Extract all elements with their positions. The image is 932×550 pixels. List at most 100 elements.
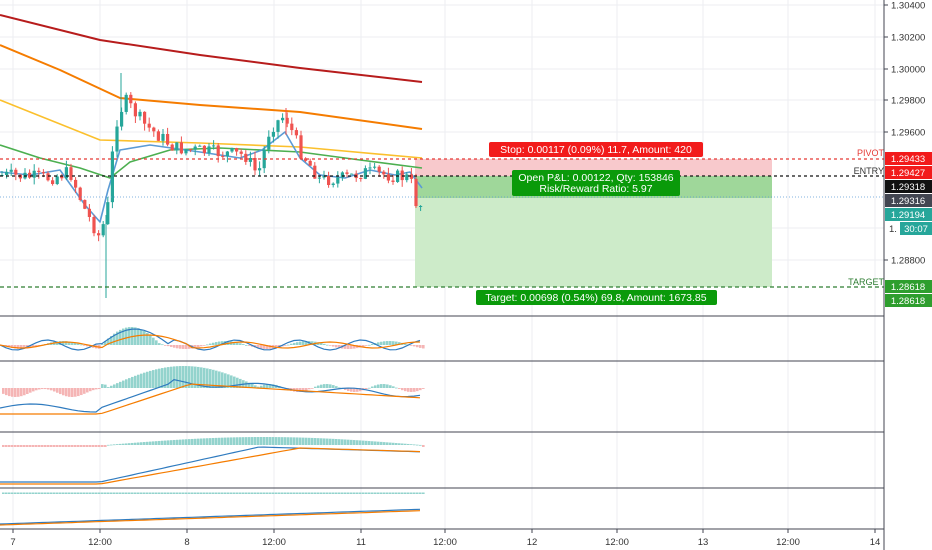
histogram-bar — [38, 388, 41, 390]
histogram-bar — [323, 438, 326, 445]
indicator-line-fast — [0, 379, 421, 413]
histogram-bar — [11, 388, 14, 397]
candle-body — [41, 172, 45, 174]
candle-body — [216, 145, 220, 157]
histogram-bar — [293, 437, 296, 445]
candle-body — [129, 94, 133, 104]
histogram-bar — [98, 388, 101, 390]
histogram-bar — [35, 345, 38, 347]
histogram-bar — [203, 345, 206, 346]
histogram-bar — [86, 492, 89, 494]
candle-body — [322, 175, 326, 178]
histogram-bar — [326, 344, 329, 346]
histogram-bar — [290, 343, 293, 345]
indicator-panes[interactable]: 0.0000 0.0000-0.0010 0.0000-0.0020 0.0000 — [0, 327, 925, 526]
histogram-bar — [422, 388, 425, 389]
histogram-bar — [101, 384, 104, 388]
histogram-bar — [236, 377, 239, 388]
histogram-bar — [227, 492, 230, 494]
candle-body — [101, 224, 105, 236]
histogram-bar — [8, 492, 11, 494]
histogram-bar — [5, 445, 8, 447]
histogram-bar — [77, 343, 80, 345]
candle-body — [202, 145, 206, 154]
candle-body — [414, 178, 418, 207]
histogram-bar — [29, 388, 32, 393]
indicator-line-slow — [0, 334, 421, 349]
histogram-bar — [122, 443, 125, 445]
histogram-bar — [287, 344, 290, 346]
histogram-bar — [263, 384, 266, 388]
histogram-bar — [299, 341, 302, 345]
histogram-bar — [113, 384, 116, 388]
histogram-bar — [152, 370, 155, 388]
histogram-bar — [197, 438, 200, 445]
indicator-pane-2[interactable]: 0.0000-0.0010 — [0, 366, 925, 420]
histogram-bar — [365, 345, 368, 346]
histogram-bar — [23, 345, 26, 349]
stop-label-box[interactable]: Stop: 0.00117 (0.09%) 11.7, Amount: 420 — [489, 142, 703, 157]
price-scale[interactable]: 1.30400 1.30200 1.30000 1.29800 1.29600 1.288… — [883, 0, 932, 550]
candle-body — [290, 123, 294, 131]
time-tick-label: 12:00 — [433, 537, 457, 548]
target-label-box[interactable]: Target: 0.00698 (0.54%) 69.8, Amount: 16… — [476, 290, 717, 305]
histogram-bar — [173, 492, 176, 494]
histogram-bar — [182, 492, 185, 494]
target-zone[interactable] — [415, 198, 772, 287]
histogram-bar — [395, 443, 398, 445]
histogram-bar — [101, 492, 104, 494]
indicator-pane-3[interactable]: 0.0000-0.0020 — [0, 437, 925, 485]
candle-body — [87, 208, 91, 217]
histogram-bar — [389, 385, 392, 388]
histogram-bar — [287, 492, 290, 494]
histogram-bar — [80, 492, 83, 494]
histogram-bar — [404, 388, 407, 392]
stop-zone[interactable] — [415, 159, 772, 176]
histogram-bar — [197, 492, 200, 494]
histogram-bar — [20, 492, 23, 494]
indicator-line-fast — [0, 508, 421, 525]
histogram-bar — [104, 384, 107, 388]
histogram-bar — [392, 492, 395, 494]
time-scale[interactable]: 7 12:00 8 12:00 11 12:00 12 12:00 13 12:00 14 — [10, 529, 880, 548]
histogram-bar — [170, 366, 173, 388]
histogram-bar — [215, 370, 218, 388]
histogram-bar — [56, 445, 59, 447]
histogram-bar — [248, 345, 251, 346]
histogram-bar — [50, 445, 53, 447]
histogram-bar — [404, 443, 407, 445]
histogram-bar — [260, 345, 263, 349]
histogram-bar — [386, 492, 389, 494]
histogram-bar — [350, 388, 353, 392]
candle-body — [92, 216, 96, 234]
histogram-bar — [242, 492, 245, 494]
histogram-bar — [239, 343, 242, 345]
histogram-bar — [152, 337, 155, 345]
indicator-pane-1[interactable]: 0.0000 — [0, 327, 922, 352]
pnl-label-box[interactable]: Open P&L: 0.00122, Qty: 153846 Risk/Rewa… — [512, 170, 680, 196]
histogram-bar — [146, 492, 149, 494]
candle-body — [386, 174, 390, 181]
histogram-bar — [386, 384, 389, 388]
moving-averages — [0, 14, 423, 223]
histogram-bar — [17, 345, 20, 349]
indicator-pane-4[interactable]: 0.0000 — [0, 490, 922, 526]
candle-body — [124, 94, 128, 112]
histogram-bar — [215, 492, 218, 494]
histogram-bar — [206, 492, 209, 494]
histogram-bar — [233, 437, 236, 445]
histogram-bar — [11, 492, 14, 494]
histogram-bar — [164, 440, 167, 445]
histogram-bar — [416, 444, 419, 446]
histogram-bar — [53, 445, 56, 447]
histogram-bar — [188, 439, 191, 445]
histogram-bar — [137, 442, 140, 445]
histogram-bar — [107, 387, 110, 388]
histogram-bar — [92, 492, 95, 494]
histogram-bar — [248, 492, 251, 494]
histogram-bar — [350, 492, 353, 494]
histogram-bar — [239, 492, 242, 494]
histogram-bar — [8, 388, 11, 397]
histogram-bar — [413, 492, 416, 494]
